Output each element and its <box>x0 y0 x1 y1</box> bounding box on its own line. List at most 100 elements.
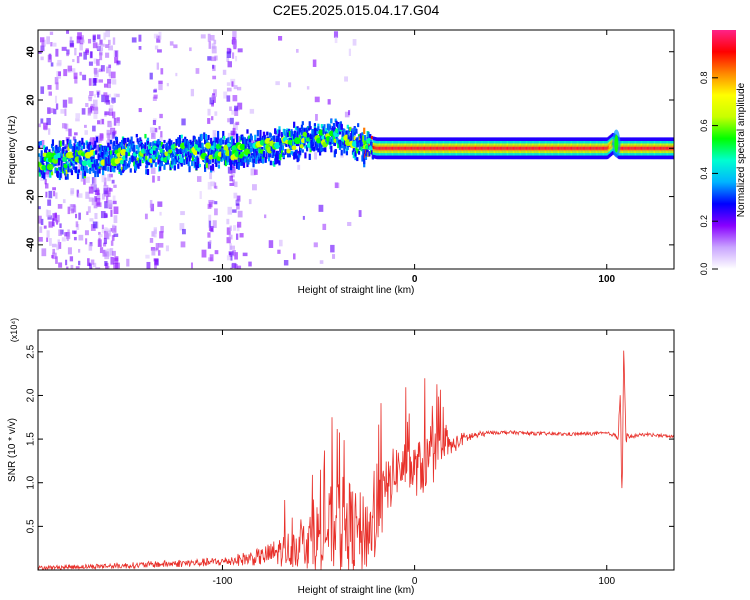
heatmap-cell <box>466 146 468 150</box>
heatmap-cell <box>454 146 457 150</box>
heatmap-cell <box>408 146 411 150</box>
heatmap-cell <box>88 262 91 267</box>
heatmap-cell <box>67 68 71 73</box>
heatmap-cell <box>577 146 580 150</box>
heatmap-cell <box>110 240 114 246</box>
heatmap-cell <box>236 203 240 210</box>
heatmap-cell <box>608 145 611 149</box>
heatmap-cell <box>347 130 350 135</box>
heatmap-cell <box>181 228 186 235</box>
heatmap-cell <box>104 111 110 116</box>
heatmap-cell <box>159 136 163 141</box>
heatmap-cell <box>361 132 364 137</box>
heatmap-cell <box>313 242 318 248</box>
heatmap-cell <box>157 250 161 256</box>
heatmap-cell <box>327 129 330 136</box>
heatmap-cell <box>107 82 111 89</box>
heatmap-cell <box>393 146 395 150</box>
heatmap-cell <box>193 136 196 141</box>
heatmap-cell <box>95 144 100 153</box>
heatmap-cell <box>38 215 42 224</box>
heatmap-cell <box>56 62 62 67</box>
heatmap-cell <box>204 133 208 141</box>
heatmap-cell <box>555 146 557 150</box>
heatmap-cell <box>232 179 235 183</box>
heatmap-cell <box>492 146 495 150</box>
heatmap-cell <box>447 146 450 150</box>
heatmap-cell <box>624 146 626 150</box>
heatmap-cell <box>40 218 44 226</box>
heatmap-cell <box>370 135 374 140</box>
heatmap-cell <box>100 65 105 72</box>
heatmap-cell <box>191 141 195 147</box>
heatmap-cell <box>43 145 46 150</box>
heatmap-cell <box>225 138 228 144</box>
heatmap-cell <box>159 113 163 119</box>
heatmap-cell <box>323 124 326 129</box>
heatmap-cell <box>443 146 446 150</box>
heatmap-cell <box>150 167 156 174</box>
heatmap-cell <box>366 141 369 146</box>
heatmap-cell <box>52 161 55 167</box>
heatmap-cell <box>427 146 430 150</box>
heatmap-cell <box>254 134 257 142</box>
heatmap-cell <box>235 121 240 126</box>
heatmap-cell <box>54 77 59 85</box>
heatmap-cell <box>163 164 166 170</box>
heatmap-cell <box>212 64 215 69</box>
heatmap-cell <box>472 146 474 150</box>
heatmap-cell <box>184 139 187 146</box>
heatmap-cell <box>107 39 111 45</box>
heatmap-cell <box>230 166 236 174</box>
heatmap-cell <box>344 76 349 82</box>
heatmap-cell <box>108 68 111 77</box>
heatmap-cell <box>45 160 48 168</box>
heatmap-cell <box>177 163 180 169</box>
heatmap-cell <box>106 248 112 257</box>
heatmap-cell <box>119 159 125 165</box>
heatmap-cell <box>137 140 140 145</box>
heatmap-cell <box>84 230 89 236</box>
heatmap-cell <box>115 140 119 145</box>
heatmap-cell <box>201 142 204 150</box>
heatmap-cell <box>494 146 497 150</box>
x-tick-label: 0 <box>412 274 418 285</box>
heatmap-cell <box>645 146 648 150</box>
heatmap-cell <box>180 211 185 216</box>
heatmap-cell <box>47 210 51 218</box>
heatmap-cell <box>62 199 66 204</box>
heatmap-cell <box>231 133 235 138</box>
heatmap-cell <box>212 130 217 138</box>
heatmap-cell <box>43 172 46 179</box>
heatmap-cell <box>264 157 267 163</box>
heatmap-cell <box>381 146 383 150</box>
heatmap-cell <box>59 140 62 147</box>
heatmap-cell <box>226 218 230 225</box>
heatmap-cell <box>212 150 215 158</box>
heatmap-cell <box>416 146 419 150</box>
heatmap-cell <box>96 192 101 200</box>
heatmap-cell <box>67 247 72 255</box>
heatmap-cell <box>399 146 402 150</box>
heatmap-cell <box>227 143 232 148</box>
heatmap-cell <box>80 152 85 157</box>
heatmap-cell <box>53 42 57 47</box>
heatmap-cell <box>38 236 43 242</box>
heatmap-cell <box>41 248 47 257</box>
heatmap-cell <box>234 132 237 140</box>
heatmap-cell <box>327 99 331 105</box>
heatmap-cell <box>644 146 646 150</box>
heatmap-cell <box>640 146 643 150</box>
heatmap-cell <box>439 146 441 150</box>
heatmap-cell <box>235 55 238 62</box>
heatmap-cell <box>59 223 62 229</box>
heatmap-cell <box>73 204 76 213</box>
heatmap-cell <box>324 145 327 153</box>
heatmap-cell <box>109 139 112 145</box>
heatmap-cell <box>207 181 212 190</box>
heatmap-cell <box>108 161 111 165</box>
heatmap-cell <box>306 127 309 133</box>
heatmap-cell <box>111 97 116 103</box>
colorbar-tick-label: 0.8 <box>699 72 709 85</box>
heatmap-cell <box>518 146 521 150</box>
